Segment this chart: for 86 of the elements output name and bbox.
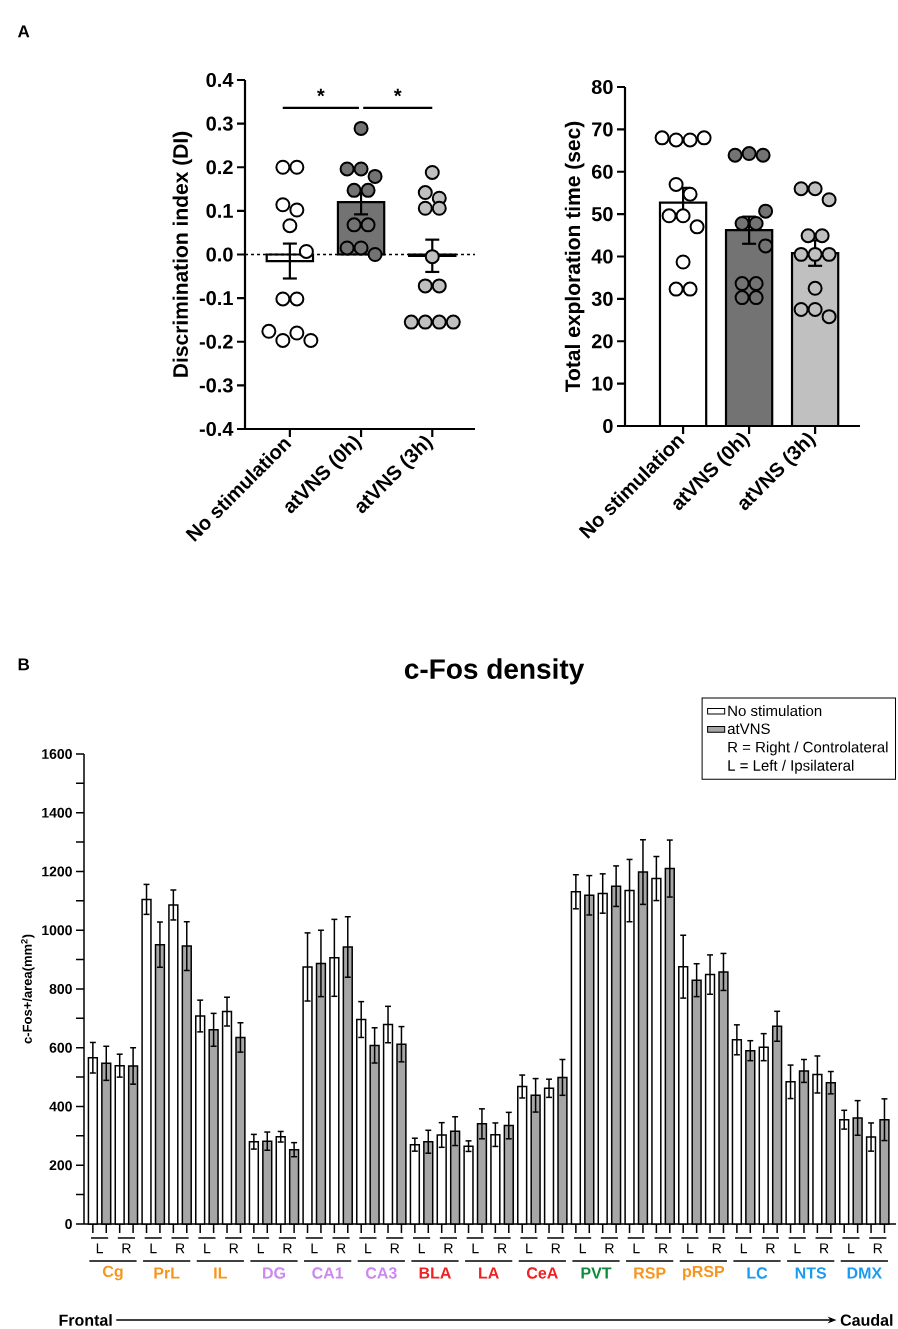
x-tick-label: R [820, 1243, 829, 1254]
text: IL [214, 1267, 227, 1279]
x-tick-label: L [794, 1243, 801, 1254]
y-tick-label: 10 [592, 376, 613, 391]
text: CA1 [312, 1267, 344, 1279]
x-tick-label: L [96, 1243, 103, 1254]
text: PrL [154, 1267, 180, 1279]
y-axis-title: Total exploration time (sec) [564, 121, 585, 393]
text: BLA [419, 1267, 452, 1279]
x-tick-label: L [204, 1243, 211, 1254]
x-tick-label: R [337, 1243, 346, 1254]
x-tick-label: L [740, 1243, 748, 1254]
x-tick-label: R [766, 1243, 775, 1254]
y-tick-label: 200 [49, 1160, 72, 1171]
annotation: R = Right / Controlateral [728, 741, 888, 756]
text: PVT [581, 1267, 612, 1279]
y-axis-title: c-Fos+/area(mm$^{2}$) [21, 934, 35, 1044]
y-tick-label: 50 [591, 207, 613, 222]
text: NTS [795, 1267, 827, 1279]
y-tick-label: 0.0 [206, 247, 233, 262]
y-tick-label: 40 [591, 249, 613, 264]
x-tick-label: L [633, 1243, 640, 1254]
x-tick-label: R [873, 1243, 883, 1254]
y-tick-label: 20 [591, 334, 613, 349]
x-tick-label: L [311, 1243, 318, 1254]
x-tick-label: L [150, 1243, 157, 1254]
y-tick-label: 0 [65, 1219, 72, 1229]
text: Cg [102, 1265, 123, 1281]
x-tick-label: R [605, 1243, 614, 1254]
text: CeA [526, 1267, 558, 1279]
x-tick-label: L [687, 1243, 694, 1254]
y-tick-label: 30 [591, 291, 613, 306]
x-tick-label: L [579, 1243, 587, 1254]
annotation: L = Left / Ipsilateral [728, 759, 854, 774]
y-tick-label: 400 [49, 1101, 72, 1112]
x-tick-label: R [390, 1243, 400, 1254]
x-tick-label: L [365, 1243, 372, 1254]
x-tick-label: L [257, 1243, 264, 1254]
y-tick-label: -0.3 [199, 378, 233, 393]
annotation: * [317, 88, 325, 97]
x-tick-label: L [526, 1243, 533, 1254]
text: RSP [634, 1267, 666, 1279]
y-tick-label: 0 [603, 418, 613, 434]
y-tick-label: 1400 [42, 807, 72, 818]
y-tick-label: 600 [49, 1042, 72, 1053]
y-tick-label: 0.2 [206, 160, 233, 175]
annotation: * [393, 88, 402, 97]
legend-label: No stimulation [728, 705, 822, 717]
text: Caudal [840, 1314, 893, 1326]
text: DG [263, 1267, 285, 1279]
chart-title: c-Fos density [404, 658, 585, 685]
x-tick-label: R [283, 1243, 292, 1254]
text: LC [747, 1267, 768, 1279]
text: B [18, 658, 30, 671]
x-tick-label: R [176, 1243, 185, 1254]
text: CA3 [365, 1267, 397, 1279]
x-tick-label: R [444, 1243, 453, 1254]
legend-label: atVNS [727, 723, 770, 735]
y-tick-label: 1600 [42, 749, 72, 759]
y-tick-label: -0.1 [199, 291, 233, 306]
x-tick-label: R [122, 1243, 131, 1254]
y-tick-label: 1200 [42, 866, 72, 877]
y-tick-label: 0.3 [206, 116, 233, 131]
x-tick-label: R [498, 1243, 507, 1254]
y-tick-label: 1000 [42, 925, 72, 936]
y-tick-label: 80 [591, 79, 613, 95]
text: A [17, 25, 30, 38]
y-tick-label: 70 [592, 122, 613, 137]
text: Frontal [59, 1314, 112, 1326]
y-tick-label: 0.4 [206, 72, 234, 88]
x-tick-label: R [229, 1243, 239, 1254]
y-axis-title: Discrimination index (DI) [172, 131, 193, 377]
y-tick-label: 0.1 [206, 203, 233, 218]
x-tick-label: L [848, 1243, 855, 1254]
y-tick-label: -0.4 [199, 421, 234, 437]
y-tick-label: 60 [591, 164, 613, 179]
text: LA [479, 1267, 499, 1279]
y-tick-label: 800 [49, 984, 72, 994]
text: pRSP [683, 1265, 725, 1281]
text: DMX [847, 1267, 882, 1279]
x-tick-label: R [551, 1243, 561, 1254]
x-tick-label: L [472, 1243, 479, 1254]
y-tick-label: -0.2 [199, 334, 233, 349]
x-tick-label: R [712, 1243, 722, 1254]
x-tick-label: L [418, 1243, 426, 1254]
x-tick-label: R [659, 1243, 668, 1254]
